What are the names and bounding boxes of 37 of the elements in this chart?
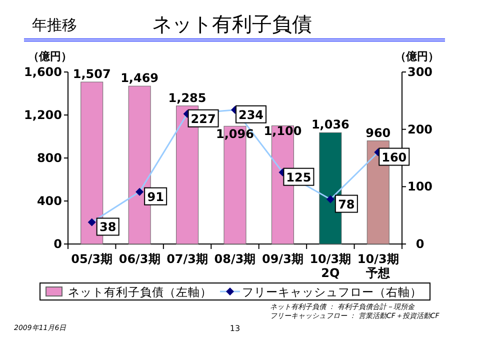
data-label: 1,285	[168, 90, 206, 105]
x-tick-label: 10/3期2Q	[310, 252, 352, 280]
x-tick-label: 10/3期予想	[357, 252, 399, 280]
x-tick-label: 06/3期	[118, 252, 160, 266]
y2-tick-label: 100	[407, 180, 433, 194]
y-tick-label: 1,600	[24, 65, 62, 79]
y-tick-label: 0	[54, 237, 62, 251]
legend-label: フリーキャッシュフロー（右軸）	[242, 285, 422, 299]
data-label: 38	[100, 220, 116, 234]
data-label: 1,469	[120, 71, 159, 86]
data-label: 1,036	[311, 118, 350, 132]
x-tick-label: 07/3期	[166, 252, 208, 266]
x-tick-label: 05/3期	[71, 252, 113, 266]
text: 13	[230, 324, 240, 333]
y2-tick-label: 0	[416, 237, 424, 251]
chart-subtitle: 年推移	[32, 16, 77, 34]
data-label: 1,100	[264, 124, 302, 138]
data-label: 125	[286, 170, 312, 184]
y-tick-label: 800	[36, 151, 62, 165]
y2-tick-label: 300	[407, 65, 433, 79]
y2-tick-label: 200	[407, 122, 433, 136]
x-tick-label: 09/3期	[262, 252, 304, 266]
data-label: 234	[238, 108, 264, 122]
data-label: 78	[338, 197, 355, 212]
y-tick-label: 1,200	[24, 108, 62, 122]
data-label: 91	[147, 190, 164, 204]
data-label: 227	[190, 112, 216, 126]
data-label: 160	[382, 150, 407, 164]
legend-label: ネット有利子負債（左軸）	[68, 285, 212, 299]
chart-title: ネット有利子負債	[152, 12, 312, 36]
y-axis-title: （億円）	[28, 50, 72, 63]
y-tick-label: 400	[36, 194, 62, 208]
data-label: 1,507	[72, 66, 111, 81]
data-label: 1,096	[216, 127, 254, 142]
data-label: 960	[366, 126, 391, 140]
y2-axis-title: （億円）	[395, 50, 439, 63]
x-tick-label: 08/3期	[214, 252, 256, 266]
